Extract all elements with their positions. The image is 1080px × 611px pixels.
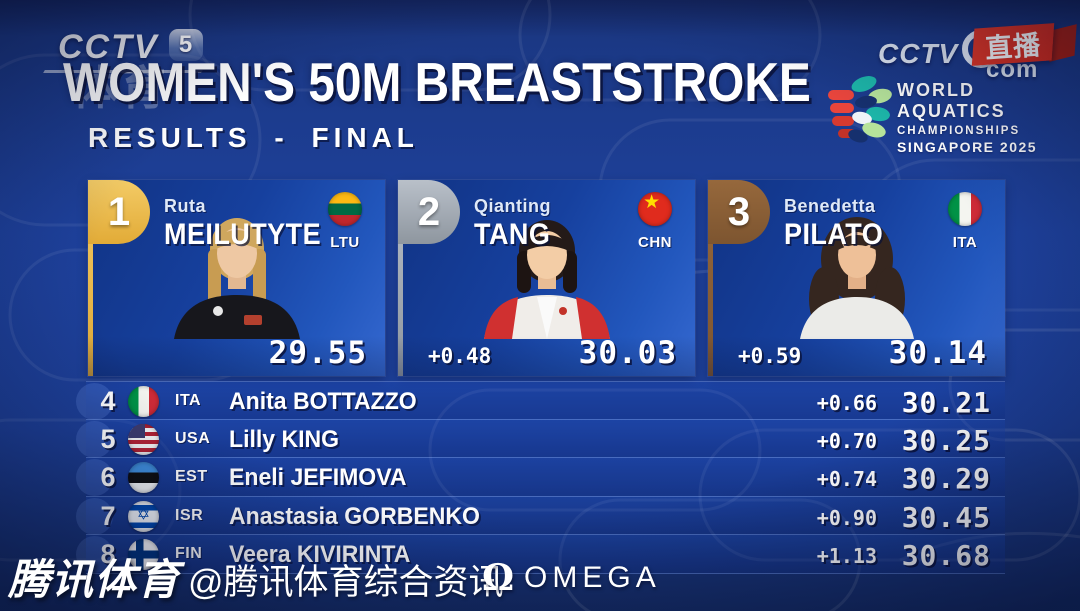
row-final-time: 30.21 bbox=[901, 386, 991, 419]
row-country-code: EST bbox=[175, 468, 208, 486]
row-athlete-name: Anita BOTTAZZO bbox=[229, 388, 417, 415]
live-badge-label: 直播 bbox=[984, 30, 1043, 64]
athlete-names: Qianting TANG bbox=[474, 196, 559, 252]
athlete-last-name: PILATO bbox=[784, 218, 884, 251]
row-country-code: ITA bbox=[175, 392, 202, 409]
row-final-time: 30.29 bbox=[901, 462, 991, 496]
row-rank: 7 bbox=[100, 500, 116, 531]
country-code: LTU bbox=[330, 234, 360, 251]
rank-3-tab: 3 bbox=[708, 180, 770, 244]
row-final-time: 30.25 bbox=[901, 423, 991, 457]
tencent-watermark: 腾讯体育 @腾讯体育综合资讯 bbox=[8, 546, 504, 607]
country-code: ITA bbox=[952, 234, 978, 251]
table-row: 5 USA Lilly KING +0.70 30.25 bbox=[76, 419, 1005, 459]
row-rank: 5 bbox=[100, 423, 116, 454]
row-time-diff: +0.66 bbox=[816, 391, 877, 415]
lithuania-flag-icon bbox=[328, 192, 362, 226]
row-time-diff: +0.90 bbox=[816, 505, 877, 530]
row-time-diff: +1.13 bbox=[816, 544, 877, 569]
row-final-time: 30.45 bbox=[901, 500, 991, 534]
athlete-last-name: TANG bbox=[474, 218, 551, 251]
usa-flag-icon bbox=[128, 423, 159, 455]
athlete-last-name: MEILUTYTE bbox=[164, 218, 322, 251]
tencent-handle: @腾讯体育综合资讯 bbox=[188, 563, 504, 602]
row-country-code: USA bbox=[175, 429, 211, 447]
rank-2-tab: 2 bbox=[398, 180, 460, 244]
time-diff: +0.48 bbox=[428, 344, 492, 368]
row-rank: 4 bbox=[100, 386, 116, 416]
athlete-first-name: Ruta bbox=[164, 196, 206, 216]
rank-1-tab: 1 bbox=[88, 180, 150, 244]
row-final-time: 30.68 bbox=[901, 539, 991, 573]
final-time: 30.14 bbox=[888, 335, 987, 371]
italy-flag-icon bbox=[128, 386, 159, 417]
time-diff: +0.59 bbox=[738, 344, 802, 368]
star-of-david-icon: ✡ bbox=[136, 506, 151, 524]
country-block: ★ CHN bbox=[629, 192, 681, 251]
row-country-code: ISR bbox=[175, 506, 204, 524]
china-flag-icon: ★ bbox=[638, 192, 672, 226]
podium-section: 1 Ruta MEILUTYTE LTU 29.55 2 Qianting bbox=[88, 180, 1005, 376]
country-block: LTU bbox=[319, 192, 371, 251]
final-time: 29.55 bbox=[268, 335, 367, 371]
event-logo-singapore: SINGAPORE 2025 bbox=[897, 139, 1038, 155]
table-row: 4 ITA Anita BOTTAZZO +0.66 30.21 bbox=[76, 381, 1005, 420]
tencent-sports-brand: 腾讯体育 bbox=[8, 556, 181, 603]
page-title: WOMEN'S 50M BREASTSTROKE bbox=[63, 51, 811, 113]
final-time: 30.03 bbox=[578, 335, 677, 371]
athlete-names: Benedetta PILATO bbox=[784, 196, 894, 252]
table-row: 6 EST Eneli JEFIMOVA +0.74 30.29 bbox=[76, 458, 1005, 497]
results-final-subtitle: RESULTS - FINAL bbox=[88, 122, 419, 153]
estonia-flag-icon bbox=[128, 462, 159, 494]
podium-card-3: 3 Benedetta PILATO ITA +0.59 30.14 bbox=[708, 180, 1005, 376]
live-badge: 直播 bbox=[971, 23, 1055, 66]
athlete-first-name: Qianting bbox=[474, 196, 551, 216]
athlete-first-name: Benedetta bbox=[784, 196, 876, 216]
athlete-names: Ruta MEILUTYTE bbox=[164, 196, 339, 252]
event-logo-championships: CHAMPIONSHIPS bbox=[897, 125, 1021, 137]
omega-logo: Ω OMEGA bbox=[482, 560, 661, 596]
row-athlete-name: Eneli JEFIMOVA bbox=[229, 464, 407, 492]
star-icon: ★ bbox=[643, 192, 661, 214]
row-time-diff: +0.74 bbox=[816, 467, 877, 492]
podium-card-2: 2 Qianting TANG ★ CHN +0.48 30.03 bbox=[398, 180, 695, 376]
podium-card-1: 1 Ruta MEILUTYTE LTU 29.55 bbox=[88, 180, 385, 376]
israel-flag-icon: ✡ bbox=[128, 500, 159, 532]
row-athlete-name: Anastasia GORBENKO bbox=[229, 502, 480, 530]
row-rank: 6 bbox=[100, 462, 116, 493]
country-code: CHN bbox=[638, 234, 672, 251]
italy-flag-icon bbox=[948, 192, 982, 226]
country-block: ITA bbox=[939, 192, 991, 251]
omega-wordmark: OMEGA bbox=[524, 561, 661, 594]
table-row: 7 ✡ ISR Anastasia GORBENKO +0.90 30.45 bbox=[76, 496, 1005, 536]
row-time-diff: +0.70 bbox=[816, 428, 877, 453]
omega-symbol-icon: Ω bbox=[482, 557, 515, 599]
row-athlete-name: Lilly KING bbox=[229, 425, 340, 453]
